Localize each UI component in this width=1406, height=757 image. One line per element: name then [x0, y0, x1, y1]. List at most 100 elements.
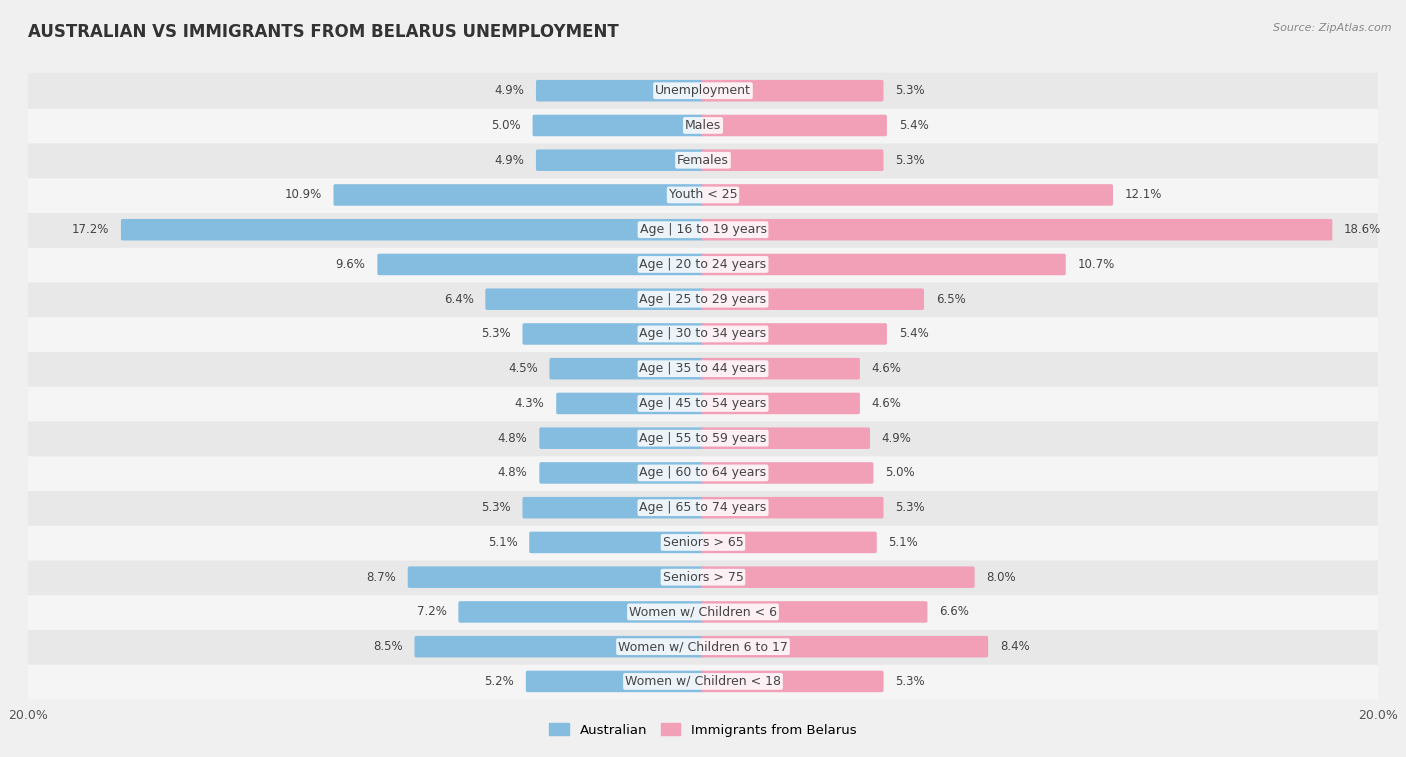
Text: 4.5%: 4.5% [508, 362, 537, 375]
Text: 18.6%: 18.6% [1344, 223, 1381, 236]
FancyBboxPatch shape [28, 177, 1378, 213]
Text: Age | 35 to 44 years: Age | 35 to 44 years [640, 362, 766, 375]
FancyBboxPatch shape [702, 566, 974, 588]
FancyBboxPatch shape [526, 671, 704, 692]
FancyBboxPatch shape [28, 525, 1378, 560]
FancyBboxPatch shape [702, 463, 873, 484]
Text: 5.3%: 5.3% [896, 501, 925, 514]
Text: 6.4%: 6.4% [444, 293, 474, 306]
FancyBboxPatch shape [702, 80, 883, 101]
FancyBboxPatch shape [28, 385, 1378, 422]
Text: Age | 30 to 34 years: Age | 30 to 34 years [640, 328, 766, 341]
Text: Youth < 25: Youth < 25 [669, 188, 737, 201]
Text: Age | 65 to 74 years: Age | 65 to 74 years [640, 501, 766, 514]
Legend: Australian, Immigrants from Belarus: Australian, Immigrants from Belarus [544, 718, 862, 742]
Text: Age | 60 to 64 years: Age | 60 to 64 years [640, 466, 766, 479]
FancyBboxPatch shape [28, 559, 1378, 595]
Text: Females: Females [678, 154, 728, 167]
Text: Age | 20 to 24 years: Age | 20 to 24 years [640, 258, 766, 271]
FancyBboxPatch shape [523, 323, 704, 344]
Text: 4.6%: 4.6% [872, 362, 901, 375]
Text: 10.9%: 10.9% [284, 188, 322, 201]
FancyBboxPatch shape [28, 628, 1378, 665]
Text: 5.1%: 5.1% [488, 536, 517, 549]
FancyBboxPatch shape [540, 428, 704, 449]
Text: 5.3%: 5.3% [896, 84, 925, 97]
FancyBboxPatch shape [28, 663, 1378, 699]
FancyBboxPatch shape [702, 531, 877, 553]
Text: 5.3%: 5.3% [481, 328, 510, 341]
Text: 4.9%: 4.9% [882, 431, 911, 444]
FancyBboxPatch shape [28, 350, 1378, 387]
FancyBboxPatch shape [550, 358, 704, 379]
Text: Males: Males [685, 119, 721, 132]
Text: 6.5%: 6.5% [936, 293, 966, 306]
Text: Seniors > 65: Seniors > 65 [662, 536, 744, 549]
Text: 5.1%: 5.1% [889, 536, 918, 549]
FancyBboxPatch shape [333, 184, 704, 206]
Text: 5.2%: 5.2% [484, 675, 515, 688]
FancyBboxPatch shape [377, 254, 704, 276]
FancyBboxPatch shape [458, 601, 704, 623]
FancyBboxPatch shape [702, 149, 883, 171]
Text: 12.1%: 12.1% [1125, 188, 1163, 201]
FancyBboxPatch shape [28, 593, 1378, 630]
FancyBboxPatch shape [702, 358, 860, 379]
FancyBboxPatch shape [702, 428, 870, 449]
FancyBboxPatch shape [408, 566, 704, 588]
FancyBboxPatch shape [533, 115, 704, 136]
Text: 4.8%: 4.8% [498, 431, 527, 444]
FancyBboxPatch shape [536, 80, 704, 101]
FancyBboxPatch shape [28, 455, 1378, 491]
Text: Age | 16 to 19 years: Age | 16 to 19 years [640, 223, 766, 236]
Text: 5.3%: 5.3% [896, 154, 925, 167]
FancyBboxPatch shape [28, 212, 1378, 248]
Text: 8.4%: 8.4% [1000, 640, 1029, 653]
Text: 4.9%: 4.9% [495, 154, 524, 167]
FancyBboxPatch shape [702, 219, 1333, 241]
FancyBboxPatch shape [536, 149, 704, 171]
Text: 7.2%: 7.2% [416, 606, 447, 618]
Text: 10.7%: 10.7% [1077, 258, 1115, 271]
Text: 4.3%: 4.3% [515, 397, 544, 410]
FancyBboxPatch shape [28, 490, 1378, 526]
FancyBboxPatch shape [28, 142, 1378, 179]
Text: AUSTRALIAN VS IMMIGRANTS FROM BELARUS UNEMPLOYMENT: AUSTRALIAN VS IMMIGRANTS FROM BELARUS UN… [28, 23, 619, 41]
FancyBboxPatch shape [28, 107, 1378, 144]
Text: 6.6%: 6.6% [939, 606, 969, 618]
Text: 8.7%: 8.7% [366, 571, 396, 584]
Text: 17.2%: 17.2% [72, 223, 110, 236]
Text: 9.6%: 9.6% [336, 258, 366, 271]
FancyBboxPatch shape [702, 601, 928, 623]
Text: Women w/ Children 6 to 17: Women w/ Children 6 to 17 [619, 640, 787, 653]
Text: Unemployment: Unemployment [655, 84, 751, 97]
Text: 4.6%: 4.6% [872, 397, 901, 410]
Text: Source: ZipAtlas.com: Source: ZipAtlas.com [1274, 23, 1392, 33]
FancyBboxPatch shape [702, 288, 924, 310]
Text: 5.3%: 5.3% [896, 675, 925, 688]
Text: 4.8%: 4.8% [498, 466, 527, 479]
FancyBboxPatch shape [523, 497, 704, 519]
FancyBboxPatch shape [702, 393, 860, 414]
FancyBboxPatch shape [28, 281, 1378, 317]
Text: 5.3%: 5.3% [481, 501, 510, 514]
FancyBboxPatch shape [702, 184, 1114, 206]
Text: Age | 55 to 59 years: Age | 55 to 59 years [640, 431, 766, 444]
FancyBboxPatch shape [702, 254, 1066, 276]
FancyBboxPatch shape [702, 115, 887, 136]
Text: 5.0%: 5.0% [886, 466, 915, 479]
Text: 5.0%: 5.0% [491, 119, 520, 132]
FancyBboxPatch shape [28, 316, 1378, 352]
FancyBboxPatch shape [702, 636, 988, 657]
FancyBboxPatch shape [415, 636, 704, 657]
Text: 5.4%: 5.4% [898, 328, 928, 341]
FancyBboxPatch shape [28, 246, 1378, 282]
Text: 4.9%: 4.9% [495, 84, 524, 97]
FancyBboxPatch shape [28, 73, 1378, 109]
FancyBboxPatch shape [529, 531, 704, 553]
FancyBboxPatch shape [121, 219, 704, 241]
Text: Women w/ Children < 6: Women w/ Children < 6 [628, 606, 778, 618]
FancyBboxPatch shape [540, 463, 704, 484]
FancyBboxPatch shape [702, 323, 887, 344]
FancyBboxPatch shape [702, 671, 883, 692]
